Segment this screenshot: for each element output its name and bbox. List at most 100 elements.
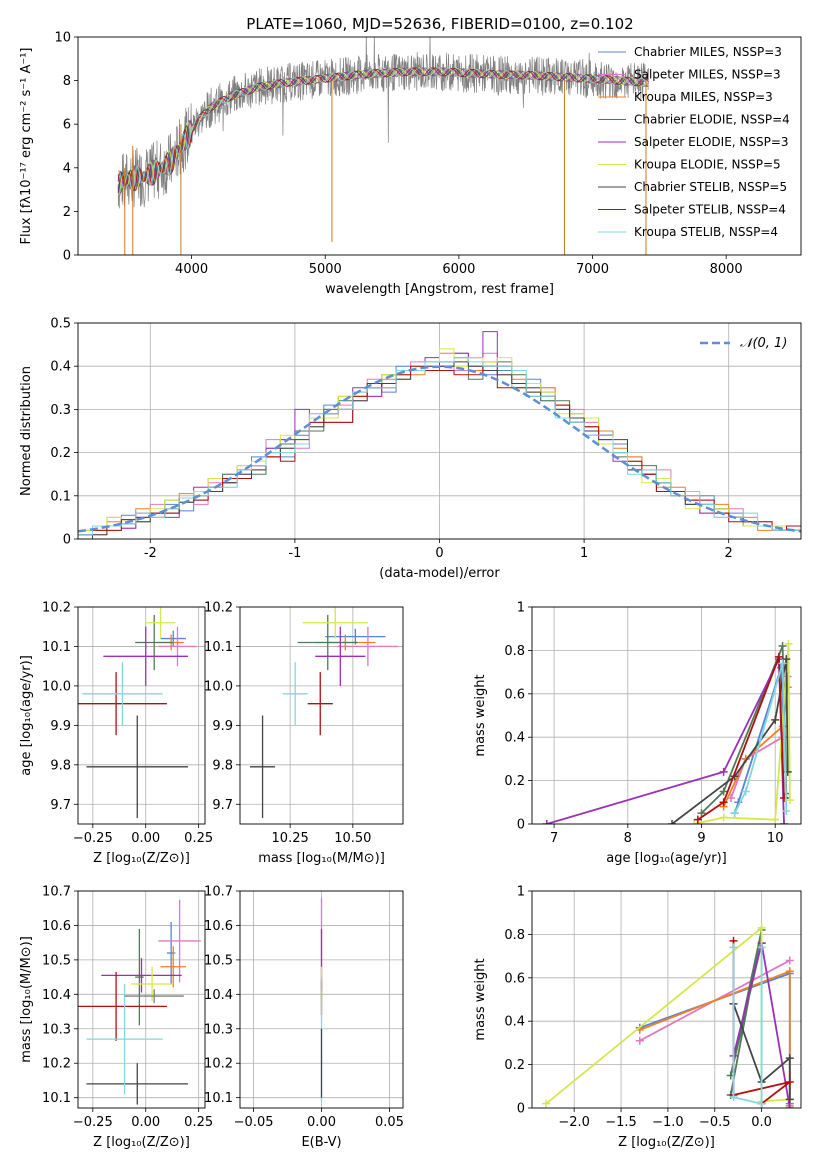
x-tick-label: −1.5 <box>605 1115 637 1130</box>
x-axis-label: mass [log₁₀(M/M⊙)] <box>258 851 385 866</box>
y-tick-label: 9.8 <box>50 758 71 773</box>
y-axis-label: mass weight <box>473 958 488 1040</box>
y-tick-label: 0.6 <box>504 971 525 986</box>
errorbar-point-7 <box>86 1063 189 1105</box>
y-tick-label: 0.8 <box>504 928 525 943</box>
y-tick-label: 0.3 <box>50 403 71 418</box>
y-axis-label: mass [log₁₀(M/M⊙)] <box>19 936 34 1063</box>
model-spectrum-9 <box>117 67 649 191</box>
legend-entry-3: Kroupa MILES, NSSP=3 <box>634 90 773 104</box>
y-tick-label: 6 <box>63 118 71 133</box>
x-tick-label: 2 <box>725 546 733 561</box>
weight-line-8 <box>697 656 785 821</box>
weight-marker <box>697 809 706 818</box>
weight-marker <box>757 943 766 952</box>
spectrum-marks <box>117 37 649 255</box>
x-tick-label: 7 <box>550 831 558 846</box>
errorbar-point-7 <box>250 715 276 819</box>
x-tick-label: −2.0 <box>558 1115 590 1130</box>
errorbar-point-3 <box>160 946 186 988</box>
y-tick-label: 0.8 <box>504 644 525 659</box>
y-tick-label: 0.2 <box>504 774 525 789</box>
weight-marker <box>693 815 702 824</box>
model-spectrum-7 <box>117 67 649 193</box>
y-tick-label: 8 <box>63 74 71 89</box>
x-tick-label: 10.50 <box>334 831 371 846</box>
weight-marker <box>778 659 787 668</box>
x-tick-label: 0.0 <box>751 1115 772 1130</box>
x-tick-label: 0.25 <box>184 831 213 846</box>
x-tick-label: 0.05 <box>375 1115 404 1130</box>
x-tick-label: 0.00 <box>131 1115 160 1130</box>
weight-marker <box>729 943 738 952</box>
weight-marker <box>785 1095 794 1104</box>
normal-curve <box>78 365 801 533</box>
weight-marker <box>785 1077 794 1086</box>
weight-marker <box>771 715 780 724</box>
weight-marker <box>785 1104 794 1108</box>
y-tick-label: 10.2 <box>204 1057 233 1072</box>
errorbar-point-5 <box>103 626 189 686</box>
y-tick-label: 10.7 <box>42 885 71 900</box>
weight-marker <box>774 652 783 661</box>
y-tick-label: 9.9 <box>50 719 71 734</box>
y-tick-label: 10.2 <box>204 601 233 616</box>
x-tick-label: 7000 <box>576 262 609 277</box>
plot-frame <box>239 890 404 1109</box>
residuals-marks <box>78 331 801 539</box>
weight-marker <box>741 787 750 796</box>
legend-entry-2: Salpeter MILES, NSSP=3 <box>634 68 781 82</box>
x-tick-label: −0.05 <box>234 1115 274 1130</box>
x-tick-label: −1.0 <box>652 1115 684 1130</box>
y-tick-label: 0 <box>517 1102 525 1117</box>
y-tick-label: 9.7 <box>50 798 71 813</box>
y-tick-label: 0.2 <box>50 446 71 461</box>
x-tick-label: 8 <box>624 831 632 846</box>
weight-marker <box>771 815 780 824</box>
errorbar-point-2 <box>158 899 201 983</box>
x-tick-label: 0.25 <box>184 1115 213 1130</box>
x-axis-label: E(B-V) <box>301 1135 341 1150</box>
weight-marker <box>785 1054 794 1063</box>
x-tick-label: 6000 <box>442 262 475 277</box>
y-tick-label: 9.8 <box>212 758 233 773</box>
errorbar-point-8 <box>307 672 333 736</box>
y-tick-label: 0 <box>63 249 71 264</box>
residual-legend: 𝒩(0, 1) <box>700 336 787 351</box>
z-mass-axes: −0.25 0.00 0.25 10.1 10.2 10.3 10.4 10.5 10.6 10.… <box>19 885 213 1151</box>
y-tick-label: 9.9 <box>212 719 233 734</box>
errorbar-point-6 <box>302 607 368 639</box>
x-tick-label: 0 <box>435 546 443 561</box>
y-tick-label: 10.2 <box>42 1057 71 1072</box>
x-tick-label: 9 <box>697 831 705 846</box>
x-tick-label: 10.25 <box>272 831 309 846</box>
legend-entry-6: Kroupa ELODIE, NSSP=5 <box>634 158 781 172</box>
errorbar-point-4 <box>297 614 358 671</box>
weight-line-9 <box>733 663 788 814</box>
x-tick-label: 4000 <box>175 262 208 277</box>
weight-marker <box>780 820 789 824</box>
plot-frame <box>77 36 802 256</box>
z-age-axes: −0.25 0.00 0.25 9.7 9.8 9.9 10.0 10.1 10.2 Z [log… <box>19 601 213 867</box>
age-weight-marks <box>542 639 794 824</box>
errorbar-point-10 <box>124 989 184 1003</box>
legend-entry-4: Chabrier ELODIE, NSSP=4 <box>634 113 790 127</box>
weight-marker <box>729 1093 738 1102</box>
y-tick-label: 0 <box>517 818 525 833</box>
y-tick-label: 0.6 <box>504 687 525 702</box>
errorbar-point-4 <box>135 928 144 1026</box>
y-tick-label: 10.1 <box>42 1091 71 1106</box>
y-tick-label: 9.7 <box>212 798 233 813</box>
y-tick-label: 10.6 <box>42 919 71 934</box>
weight-marker <box>757 923 766 932</box>
weight-marker <box>785 956 794 965</box>
legend-entry-9: Kroupa STELIB, NSSP=4 <box>634 225 778 239</box>
y-axis-label: age [log₁₀(age/yr)] <box>19 655 34 776</box>
errorbar-point-1 <box>160 630 186 647</box>
weight-marker <box>785 796 794 805</box>
y-tick-label: 10.1 <box>204 1091 233 1106</box>
z-weight-axes: −2.0 −1.5 −1.0 −0.5 0.0 0 0.2 0.4 0.6 0.8 1 Z [log₁… <box>473 885 802 1150</box>
model-spectrum-8 <box>117 67 649 192</box>
x-tick-label: −0.25 <box>73 831 113 846</box>
